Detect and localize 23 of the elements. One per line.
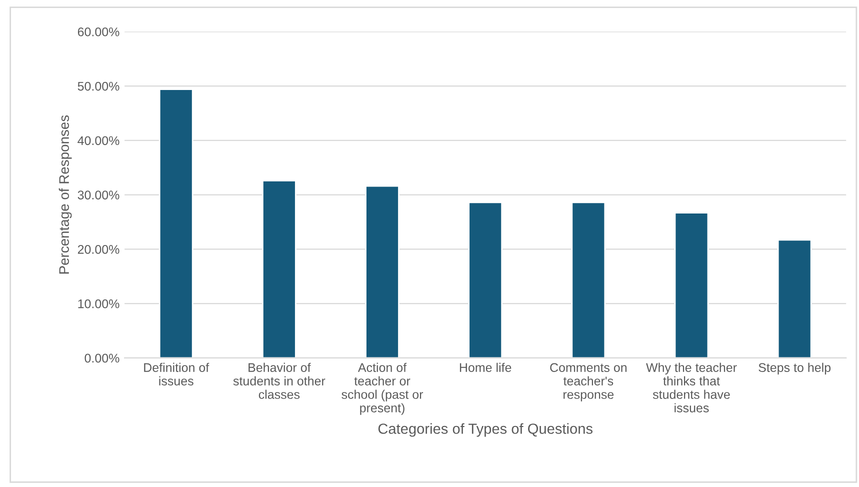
x-tick-label: Comments on teacher's response [550, 363, 627, 402]
y-tick-label: 30.00% [78, 190, 120, 200]
bar [468, 202, 503, 358]
y-tick-label: 0.00% [84, 354, 120, 363]
x-axis-title: Categories of Types of Questions [378, 423, 592, 437]
y-tick-label: 50.00% [78, 82, 120, 91]
y-axis-title: Percentage of Responses [58, 115, 72, 274]
x-tick-label: Why the teacher thinks that students have issues [646, 362, 737, 412]
bar [158, 88, 194, 358]
x-tick-label: Home life [460, 362, 512, 372]
x-tick-label: Definition of issues [144, 362, 210, 386]
bar [262, 180, 296, 358]
y-tick-label: 40.00% [78, 136, 120, 146]
x-tick-label: Action of teacher or school (past or present) [342, 362, 424, 415]
bar [777, 239, 812, 358]
bar [571, 202, 606, 358]
y-tick-label: 60.00% [78, 27, 120, 36]
bar [365, 185, 400, 358]
y-tick-label: 20.00% [78, 244, 120, 254]
x-tick-label: Steps to help [758, 362, 831, 374]
bar [674, 212, 709, 358]
y-tick-label: 10.00% [78, 299, 120, 308]
x-tick-label: Behavior of students in other classes [233, 362, 326, 399]
